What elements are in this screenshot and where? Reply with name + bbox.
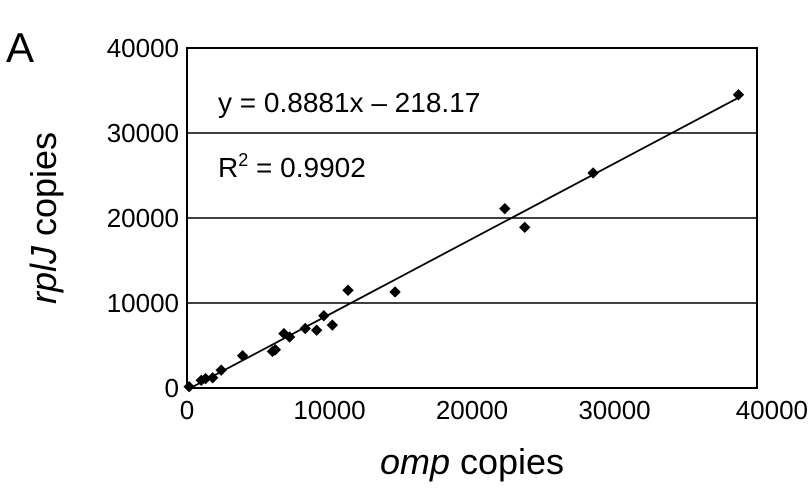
trendline-group bbox=[186, 96, 739, 391]
y-tick-label: 30000 bbox=[107, 118, 179, 148]
y-axis-title: rplJ copies bbox=[23, 132, 64, 304]
r-squared-prefix: R bbox=[218, 152, 238, 183]
x-tick-label: 40000 bbox=[736, 395, 808, 425]
x-tick-labels: 0 10000 20000 30000 40000 bbox=[180, 395, 808, 425]
y-tick-label: 20000 bbox=[107, 203, 179, 233]
panel-label: A bbox=[6, 24, 34, 71]
r-squared-superscript: 2 bbox=[238, 150, 248, 170]
data-point bbox=[499, 202, 511, 215]
y-tick-label: 10000 bbox=[107, 288, 179, 318]
data-point bbox=[299, 322, 311, 335]
data-point bbox=[587, 167, 599, 179]
grid-lines bbox=[187, 132, 757, 304]
x-axis-title: omp copies bbox=[380, 441, 564, 482]
data-point bbox=[318, 310, 330, 322]
y-tick-label: 0 bbox=[165, 373, 179, 403]
y-tick-labels: 0 10000 20000 30000 40000 bbox=[107, 33, 179, 403]
data-point bbox=[206, 372, 219, 384]
data-point bbox=[310, 324, 323, 336]
x-tick-label: 20000 bbox=[436, 395, 508, 425]
x-tick-label: 0 bbox=[180, 395, 194, 425]
data-point bbox=[342, 284, 354, 296]
r-squared-label: R2 = 0.9902 bbox=[218, 150, 366, 183]
data-point bbox=[236, 349, 249, 362]
trendline bbox=[186, 96, 739, 391]
data-points bbox=[183, 89, 745, 393]
y-axis-title-italic: rplJ bbox=[23, 245, 64, 304]
x-axis-title-italic: omp bbox=[380, 441, 450, 482]
y-axis-title-rest: copies bbox=[23, 132, 64, 246]
x-tick-label: 30000 bbox=[578, 395, 650, 425]
data-point bbox=[519, 221, 531, 234]
data-point bbox=[283, 331, 296, 343]
plot-area-frame bbox=[186, 47, 758, 389]
y-tick-label: 40000 bbox=[107, 33, 179, 63]
data-point bbox=[326, 319, 339, 331]
data-point bbox=[183, 381, 195, 393]
x-axis-title-rest: copies bbox=[450, 441, 564, 482]
data-point bbox=[215, 364, 227, 376]
data-point bbox=[732, 89, 745, 101]
r-squared-value: = 0.9902 bbox=[248, 152, 366, 183]
trendline-equation: y = 0.8881x – 218.17 bbox=[218, 87, 480, 118]
x-tick-label: 10000 bbox=[293, 395, 365, 425]
data-point bbox=[269, 344, 282, 356]
data-point bbox=[389, 286, 401, 298]
